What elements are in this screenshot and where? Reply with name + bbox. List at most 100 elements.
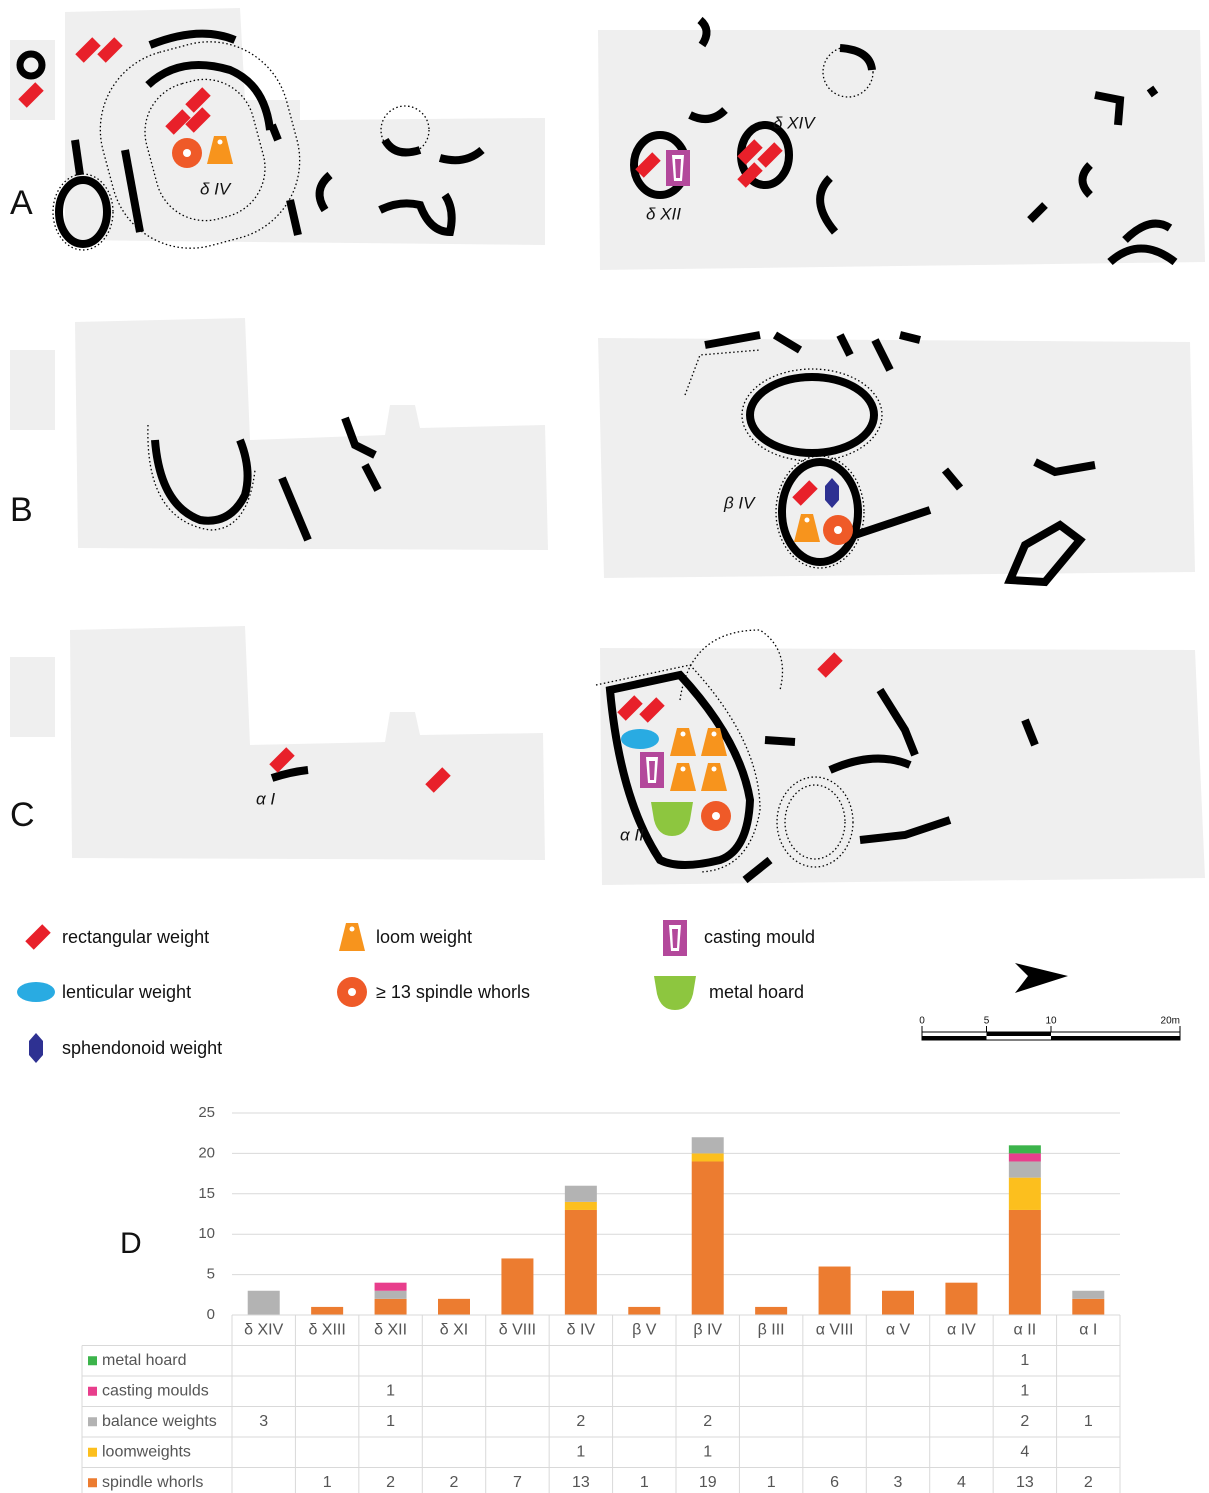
bar-segment [1072,1298,1105,1315]
scale-label: 10 [1045,1016,1057,1027]
bar-segment [374,1282,407,1291]
bar-segment [374,1298,407,1315]
wall [853,506,932,539]
wall [270,766,309,782]
scale-segment [1051,1036,1180,1040]
table-value: 3 [894,1474,903,1491]
bar-segment [564,1209,597,1315]
bar-segment [1008,1145,1041,1154]
table-value: 1 [576,1443,585,1460]
dotted-outline [147,424,256,531]
wall [764,736,796,746]
house-label: α I [256,789,275,808]
table-value: 1 [1084,1413,1093,1430]
wall [1122,219,1173,243]
wall [778,458,862,566]
x-tick-label: δ IV [567,1321,596,1338]
bar-segment [1008,1209,1041,1315]
bar-segment [247,1290,280,1315]
wall [378,192,456,237]
panel-label: B [10,491,33,529]
table-value: 2 [703,1413,712,1430]
legend-label: lenticular weight [62,982,191,1002]
wall [746,373,878,457]
bar-segment [1008,1177,1041,1210]
casting-mould-icon [666,150,690,186]
bar-segment [691,1161,724,1315]
table-value: 2 [1020,1413,1029,1430]
dotted-outline [679,629,784,701]
wall [816,175,839,235]
bar-segment [564,1201,597,1210]
chart: 0 5 10 15 20 25 δ XIV δ XIII δ XII δ XI δ VIII δ IV… [81,1104,1121,1493]
bar-segment [945,1282,978,1315]
dotted-outline [99,41,301,249]
x-tick-label: δ VIII [499,1321,536,1338]
casting-mould-icon [640,752,664,788]
legend-label: metal hoard [102,1352,187,1369]
table-value: 4 [1020,1443,1029,1460]
dotted-outline [52,173,114,251]
bar-segment [755,1306,788,1315]
table-value: 19 [699,1474,717,1491]
wall [315,171,333,213]
wall [828,754,912,774]
legend-label: sphendonoid weight [62,1038,222,1058]
scale-label: 5 [984,1016,990,1027]
y-tick-label: 5 [207,1266,215,1283]
wall [55,176,111,248]
house-label: δ XIV [773,113,816,132]
bar-segment [1008,1161,1041,1178]
bar-segment [882,1290,914,1315]
north-arrow [1015,963,1068,993]
legend-label: casting mould [704,927,815,947]
x-tick-label: δ XII [374,1321,407,1338]
wall [697,16,711,48]
wall [1027,202,1048,223]
table-value: 3 [259,1413,268,1430]
table-value: 2 [576,1413,585,1430]
table-value: 2 [1084,1474,1093,1491]
scale-bar: 0 5 10 20m [919,1016,1181,1041]
bar-segment [691,1137,724,1154]
table-value: 1 [1020,1382,1029,1399]
bar-segment [628,1306,661,1315]
house-label: δ IV [200,179,232,198]
wall [876,687,919,757]
house-label: α II [620,825,644,844]
table-value: 4 [957,1474,966,1491]
legend-swatch [88,1417,97,1427]
site-area [600,648,1205,885]
legend-icon [25,924,51,950]
legend-label: ≥ 13 spindle whorls [376,982,530,1002]
table-value: 6 [830,1474,839,1491]
wall [1107,244,1178,266]
table-value: 1 [640,1474,649,1491]
table-value: 1 [323,1474,332,1491]
wall [1021,718,1039,747]
x-tick-label: α I [1079,1321,1097,1338]
legend-icon [654,976,696,1010]
wall [941,467,964,491]
wall [151,438,252,525]
legend-swatch [88,1386,97,1396]
spindle-whorl-icon [701,801,731,831]
wall [1078,162,1093,198]
panel-label: D [120,1227,142,1260]
legend-label: loomweights [102,1443,191,1460]
wall [1094,91,1125,126]
site-area [70,626,545,860]
bar-segment [1008,1153,1041,1162]
well-symbol [16,50,46,80]
y-tick-label: 20 [198,1144,215,1161]
panel-label: A [10,184,33,222]
x-tick-label: δ XIII [308,1321,345,1338]
bar-segment [311,1306,344,1315]
x-tick-label: δ XIV [244,1321,283,1338]
dotted-outline [144,78,266,222]
spindle-whorl-icon [172,138,202,168]
legend-icon [337,977,367,1007]
bar-segment [818,1266,851,1315]
bar-segment [438,1298,470,1315]
panel-label: C [10,796,35,834]
